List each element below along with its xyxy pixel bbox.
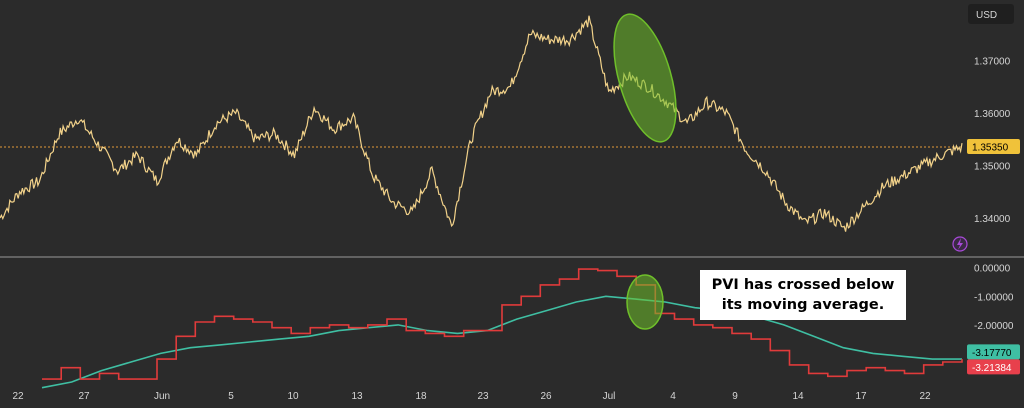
price-axis-tick: 1.37000: [974, 56, 1011, 67]
x-tick-label: 27: [78, 391, 90, 402]
price-axis-tick: 1.36000: [974, 109, 1011, 120]
x-tick-label: Jul: [603, 391, 616, 402]
pvi-value-badge-bg: [967, 359, 1020, 375]
current-price-badge-bg: [967, 139, 1020, 155]
indicator-axis-tick: -2.00000: [974, 321, 1014, 332]
price-line: [0, 15, 963, 232]
x-tick-label: 9: [732, 391, 738, 402]
ma-value-badge-bg: [967, 344, 1020, 360]
pvi-line: [42, 268, 963, 380]
ma-value-badge: -3.17770: [972, 348, 1012, 359]
x-tick-label: 23: [477, 391, 489, 402]
x-tick-label: 22: [12, 391, 24, 402]
current-price-badge: 1.35350: [972, 143, 1009, 154]
x-tick-label: 4: [670, 391, 676, 402]
annotation-box: PVI has crossed below its moving average…: [700, 270, 906, 320]
currency-button-label: USD: [976, 10, 997, 21]
x-tick-label: 5: [228, 391, 234, 402]
price-axis-tick: 1.34000: [974, 214, 1011, 225]
pvi-value-badge: -3.21384: [972, 363, 1012, 374]
x-tick-label: 26: [540, 391, 552, 402]
price-highlight-ellipse: [613, 13, 677, 143]
x-tick-label: 13: [351, 391, 363, 402]
x-tick-label: 17: [855, 391, 867, 402]
x-tick-label: 10: [287, 391, 299, 402]
price-axis-tick: 1.35000: [974, 161, 1011, 172]
x-tick-label: 22: [919, 391, 931, 402]
x-tick-label: 14: [792, 391, 804, 402]
indicator-highlight-ellipse: [626, 274, 664, 330]
indicator-axis-tick: 0.00000: [974, 264, 1011, 275]
x-tick-label: 18: [415, 391, 427, 402]
lightning-glyph: [957, 238, 963, 250]
currency-button[interactable]: [968, 4, 1014, 24]
x-tick-label: Jun: [154, 391, 170, 402]
indicator-axis-tick: -1.00000: [974, 292, 1014, 303]
